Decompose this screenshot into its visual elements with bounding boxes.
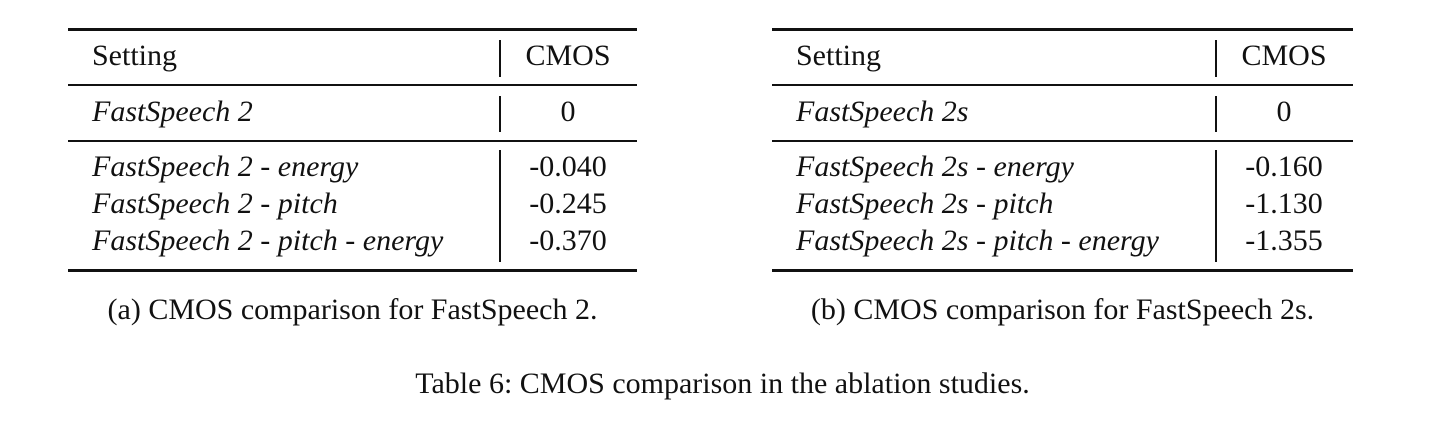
setting-cell: FastSpeech 2s - pitch - energy [796, 224, 1159, 257]
setting-cell: FastSpeech 2 - pitch [92, 187, 338, 220]
cmos-cell: -0.160 [1245, 150, 1323, 183]
cmos-cell: -0.370 [529, 224, 607, 257]
column-separator [1215, 150, 1217, 262]
column-separator [1215, 40, 1217, 77]
column-separator [499, 150, 501, 262]
setting-cell: Setting [92, 39, 178, 72]
subtable-caption: (a) CMOS comparison for FastSpeech 2. [107, 293, 598, 326]
cmos-cell: -1.355 [1245, 224, 1323, 257]
setting-cell: FastSpeech 2 - energy [92, 150, 359, 183]
cmos-cell: -0.040 [529, 150, 607, 183]
column-separator [499, 40, 501, 77]
rule [68, 84, 637, 86]
cmos-cell: CMOS [1241, 39, 1327, 72]
rule [68, 269, 637, 272]
setting-cell: FastSpeech 2s - energy [796, 150, 1074, 183]
setting-cell: FastSpeech 2s - pitch [796, 187, 1054, 220]
cmos-cell: 0 [560, 95, 576, 128]
column-separator [1215, 96, 1217, 132]
rule [772, 140, 1353, 142]
cmos-cell: 0 [1276, 95, 1292, 128]
subtable-caption: (b) CMOS comparison for FastSpeech 2s. [810, 293, 1315, 326]
cmos-cell: CMOS [525, 39, 611, 72]
rule [772, 28, 1353, 31]
column-separator [499, 96, 501, 132]
rule [68, 28, 637, 31]
setting-cell: Setting [796, 39, 882, 72]
rule [68, 140, 637, 142]
rule [772, 84, 1353, 86]
table-caption: Table 6: CMOS comparison in the ablation… [415, 367, 1030, 400]
cmos-cell: -0.245 [529, 187, 607, 220]
setting-cell: FastSpeech 2s [796, 95, 969, 128]
setting-cell: FastSpeech 2 [92, 95, 253, 128]
cmos-cell: -1.130 [1245, 187, 1323, 220]
setting-cell: FastSpeech 2 - pitch - energy [92, 224, 444, 257]
rule [772, 269, 1353, 272]
